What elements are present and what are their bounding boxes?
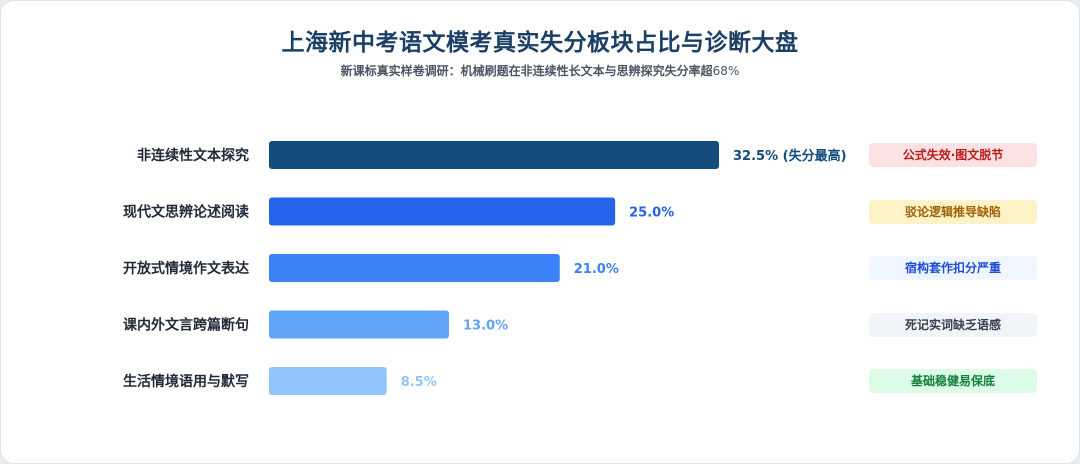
category-label: 课内外文言跨篇断句 [123, 317, 249, 334]
diagnosis-tag: 公式失效·图文脱节 [869, 143, 1037, 167]
bar [269, 254, 560, 282]
bar [269, 141, 719, 169]
category-label: 现代文思辨论述阅读 [123, 204, 249, 221]
diagnosis-tag: 死记实词缺乏语感 [869, 312, 1037, 337]
bar [269, 310, 449, 339]
diagnosis-tag: 驳论逻辑推导缺陷 [869, 199, 1037, 224]
diagnosis-tag: 基础稳健易保底 [869, 369, 1037, 393]
category-label: 生活情境语用与默写 [123, 373, 249, 390]
value-label: 25.0% [629, 206, 674, 221]
chart-title: 上海新中考语文模考真实失分板块占比与诊断大盘 [281, 30, 799, 56]
value-label: 32.5% (失分最高) [733, 148, 847, 164]
value-label: 21.0% [574, 262, 619, 277]
category-label: 非连续性文本探究 [137, 147, 249, 164]
value-label: 13.0% [463, 319, 508, 334]
category-label: 开放式情境作文表达 [123, 260, 249, 277]
chart-subtitle: 新课标真实样卷调研：机械刷题在非连续性长文本与思辨探究失分率超68% [1, 62, 1079, 79]
bar [269, 197, 616, 226]
value-label: 8.5% [401, 375, 437, 390]
subtitle-text: 新课标真实样卷调研：机械刷题在非连续性长文本与思辨探究失分率超 [340, 64, 713, 78]
diagnosis-tag: 宿构套作扣分严重 [869, 256, 1037, 280]
subtitle-percent: 68% [712, 64, 740, 78]
bar [269, 367, 387, 395]
